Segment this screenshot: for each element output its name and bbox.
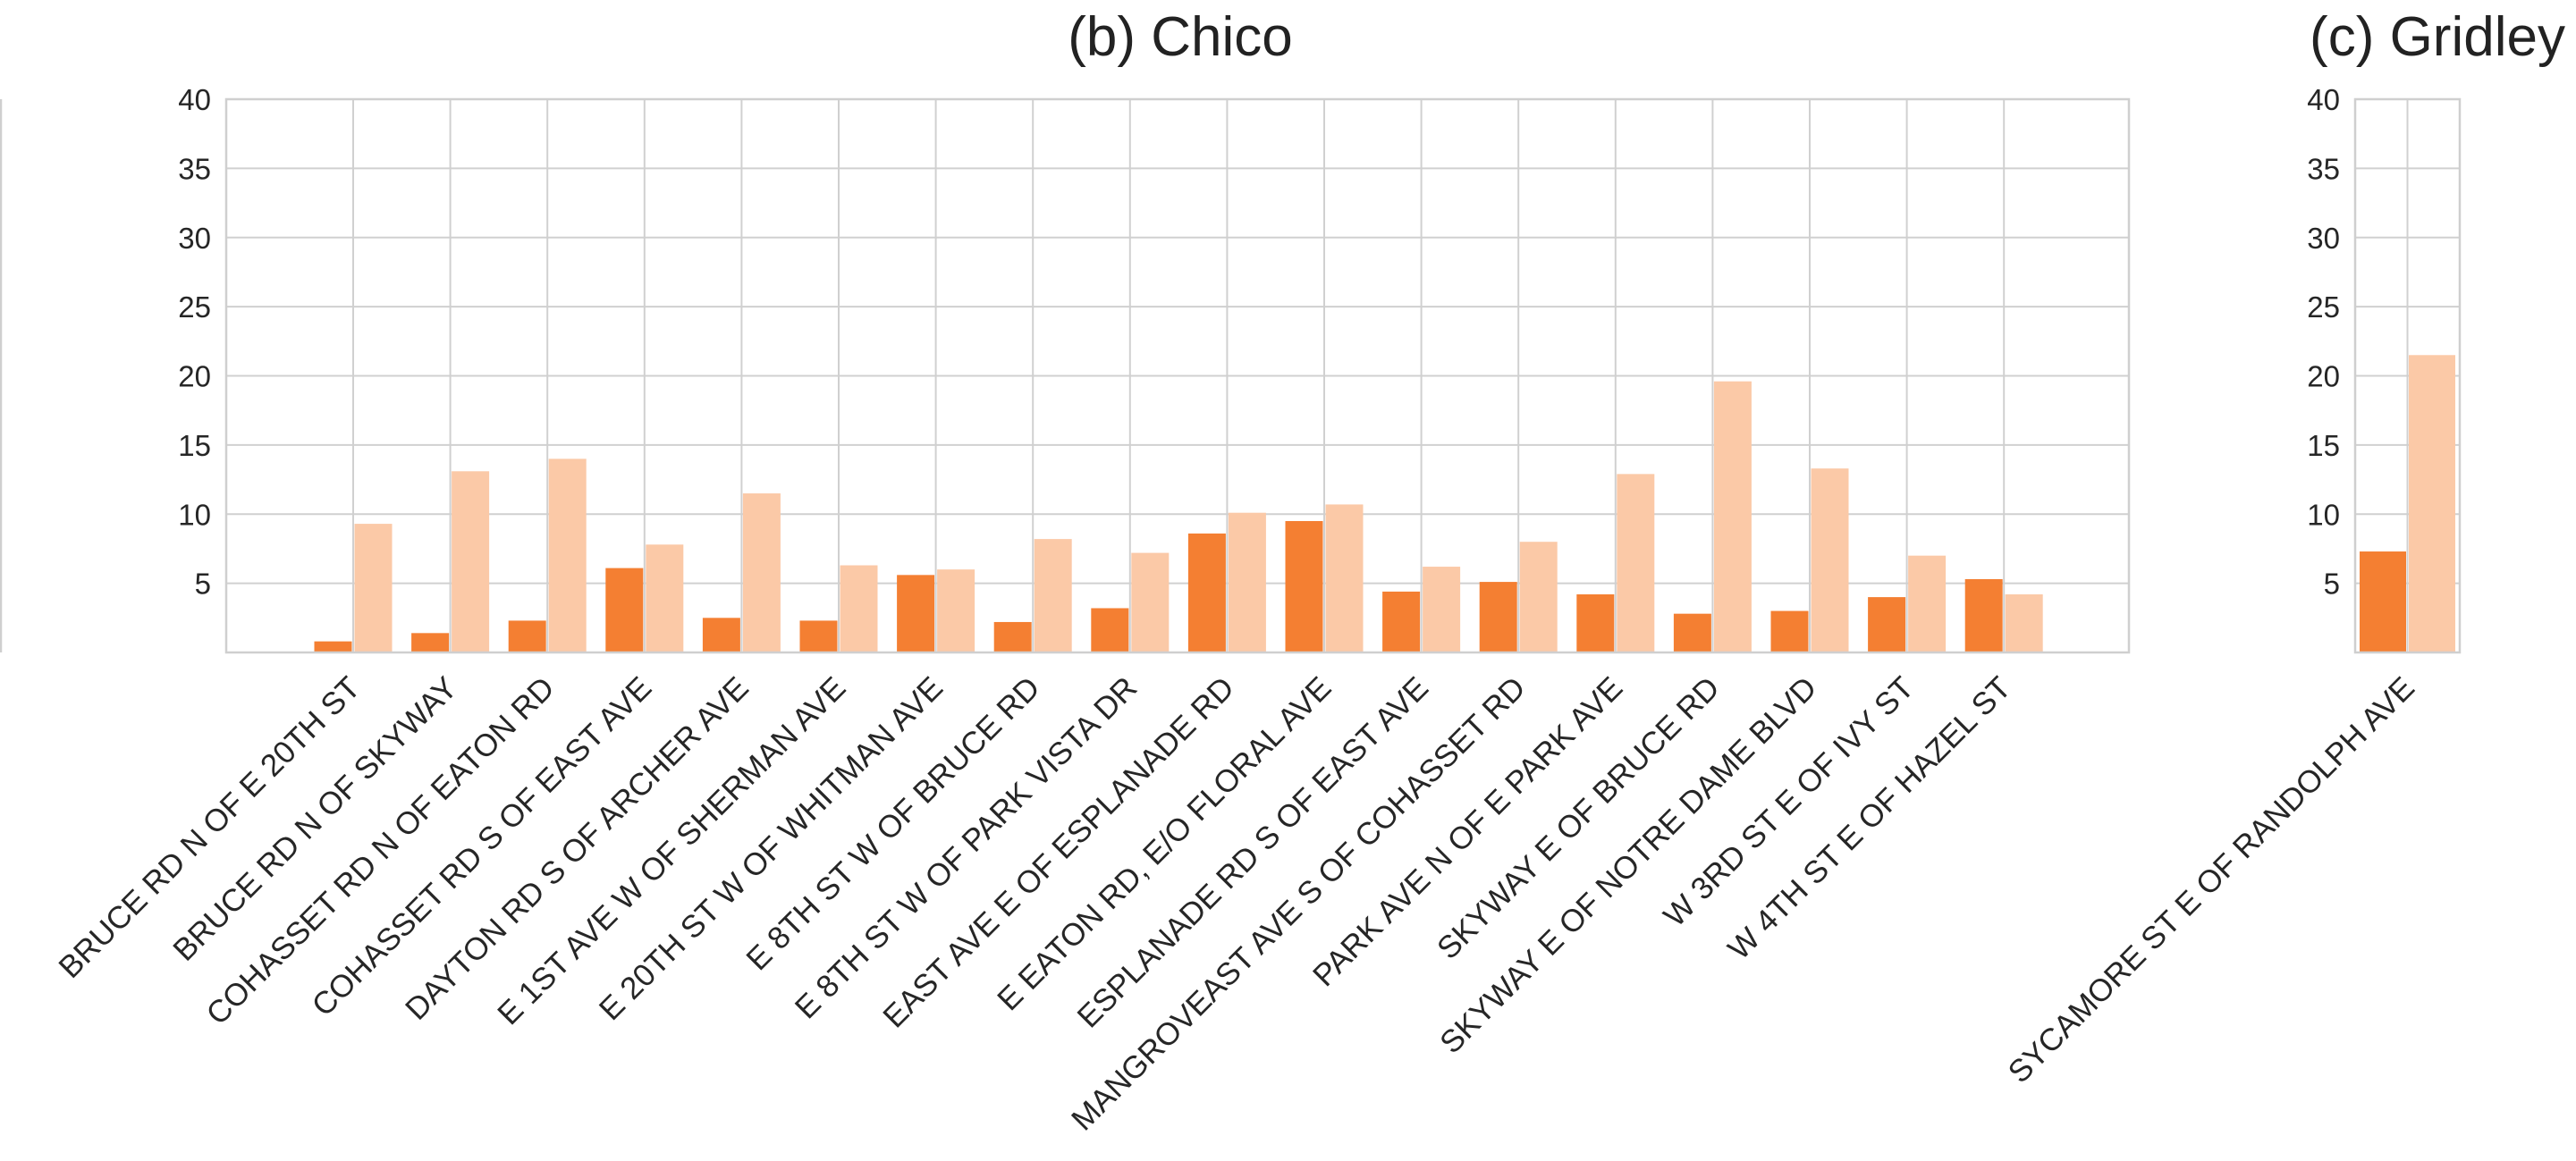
y-tick-label: 35 — [178, 152, 211, 185]
bar-series-1 — [1382, 591, 1421, 652]
bar-series-1 — [1673, 613, 1711, 652]
y-tick-label: 15 — [2307, 429, 2340, 462]
bar-series-2 — [548, 459, 587, 652]
bar-series-1 — [1479, 582, 1517, 652]
bar-series-2 — [1519, 542, 1558, 652]
y-tick-label: 20 — [178, 360, 211, 393]
chart-title-chico: (b) Chico — [1068, 6, 1293, 68]
x-tick-label: MANGROVEAST AVE S OF COHASSET RD — [1065, 670, 1533, 1138]
bar-series-1 — [993, 621, 1032, 652]
bar-series-1 — [1964, 578, 2003, 652]
bar-series-1 — [702, 618, 740, 652]
bar-series-2 — [1423, 567, 1461, 652]
x-tick-label: ESPLANADE RD S OF EAST AVE — [1070, 670, 1435, 1035]
chart-title-gridley: (c) Gridley — [2310, 6, 2565, 68]
y-tick-label: 40 — [2307, 83, 2340, 116]
bar-series-1 — [605, 568, 644, 652]
y-tick-label: 5 — [195, 568, 211, 601]
bar-series-1 — [799, 620, 838, 652]
bar-series-1 — [411, 633, 450, 652]
y-tick-label: 30 — [2307, 222, 2340, 255]
y-tick-label: 5 — [2324, 568, 2340, 601]
y-tick-label: 25 — [2307, 290, 2340, 324]
x-tick-label: DAYTON RD S OF ARCHER AVE — [399, 670, 756, 1027]
bar-series-2 — [1325, 504, 1364, 652]
y-tick-label: 10 — [2307, 498, 2340, 531]
y-tick-label: 15 — [178, 429, 211, 462]
x-tick-label: EAST AVE E OF ESPLANADE RD — [876, 670, 1241, 1035]
x-tick-label: SYCAMORE ST E OF RANDOLPH AVE — [2001, 670, 2420, 1089]
bar-series-1 — [1285, 520, 1323, 652]
bar-series-2 — [1034, 539, 1072, 652]
bar-series-1 — [1576, 594, 1615, 652]
bar-series-2 — [452, 471, 490, 652]
x-tick-label: E 1ST AVE W OF SHERMAN AVE — [491, 670, 852, 1031]
bar-series-2 — [1908, 555, 1947, 652]
y-tick-label: 20 — [2307, 360, 2340, 393]
y-tick-label: 30 — [178, 222, 211, 255]
x-tick-label: COHASSET RD S OF EAST AVE — [305, 670, 658, 1023]
x-tick-label: E 8TH ST W OF PARK VISTA DR — [789, 670, 1144, 1025]
x-tick-label: E 20TH ST W OF WHITMAN AVE — [593, 670, 950, 1027]
plot-frame — [224, 97, 2131, 654]
bar-series-1 — [508, 620, 546, 652]
bar-series-2 — [1713, 381, 1752, 652]
x-tick-label: COHASSET RD N OF EATON RD — [199, 670, 561, 1031]
bar-series-2 — [354, 524, 393, 652]
bar-series-2 — [2409, 355, 2455, 652]
bar-series-1 — [2360, 551, 2406, 652]
bar-series-2 — [937, 569, 976, 652]
bar-series-1 — [1868, 597, 1906, 652]
plot-frame — [2353, 97, 2462, 654]
y-tick-label: 25 — [178, 290, 211, 324]
bar-series-2 — [1617, 474, 1655, 652]
bar-series-2 — [1131, 552, 1170, 652]
bar-series-1 — [1091, 608, 1129, 652]
y-tick-label: 35 — [2307, 152, 2340, 185]
bar-series-2 — [742, 493, 781, 652]
bar-series-1 — [1187, 533, 1226, 652]
bar-series-1 — [314, 641, 352, 652]
bar-series-1 — [1770, 610, 1809, 652]
bar-series-2 — [2005, 594, 2043, 652]
bar-series-2 — [1811, 468, 1849, 652]
bar-series-2 — [840, 565, 878, 652]
bar-series-2 — [646, 544, 684, 652]
bar-series-2 — [1228, 512, 1266, 652]
bar-series-1 — [897, 575, 935, 652]
y-tick-label: 10 — [178, 498, 211, 531]
y-tick-label: 40 — [178, 83, 211, 116]
